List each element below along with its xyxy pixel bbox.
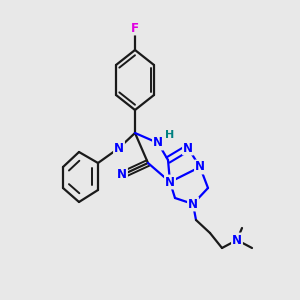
Text: N: N: [188, 197, 198, 211]
Text: N: N: [114, 142, 124, 154]
Text: N: N: [165, 176, 175, 188]
Text: N: N: [117, 169, 127, 182]
Text: N: N: [153, 136, 163, 149]
Text: H: H: [165, 130, 175, 140]
Text: F: F: [131, 22, 139, 34]
Text: N: N: [232, 233, 242, 247]
Text: N: N: [183, 142, 193, 154]
Text: N: N: [195, 160, 205, 173]
